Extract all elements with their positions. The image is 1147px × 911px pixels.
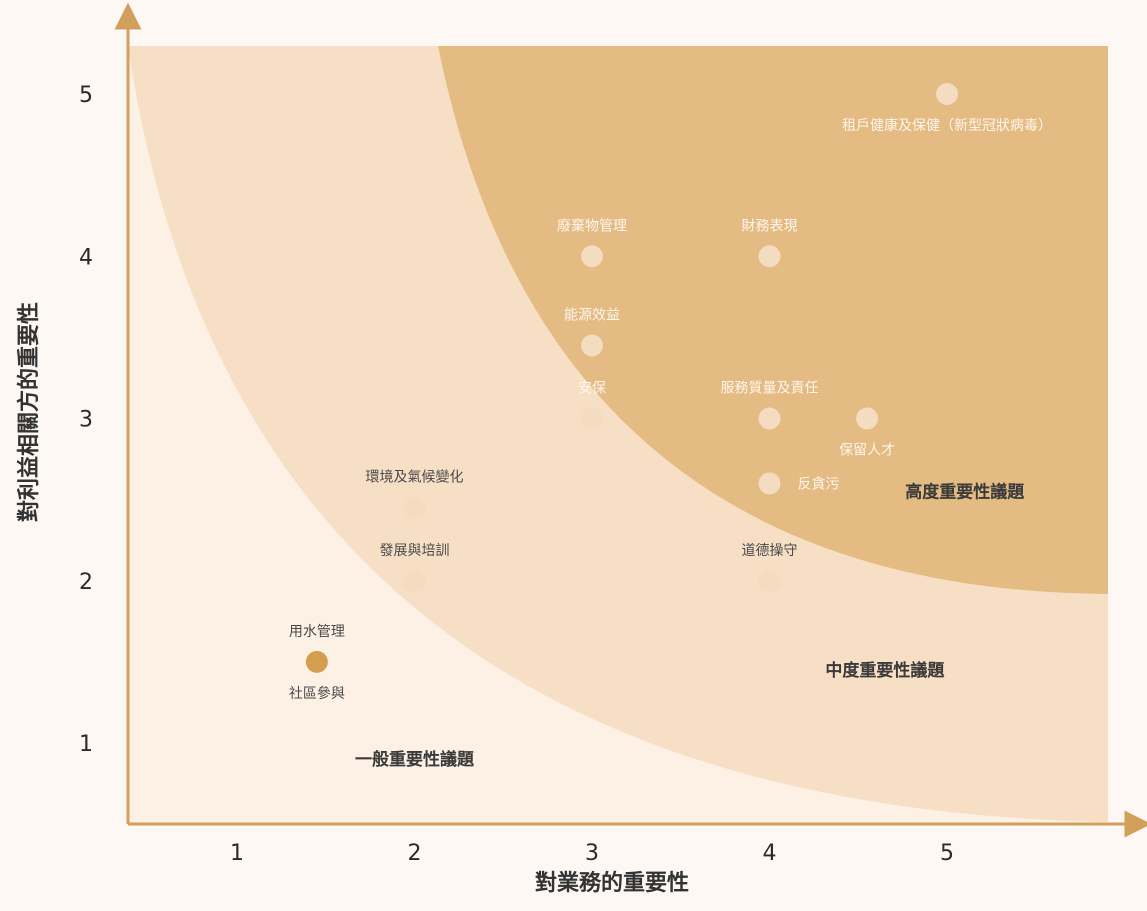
y-tick-label: 4 [79,245,93,270]
data-point-marker [581,245,603,268]
data-point-marker [856,407,879,430]
data-point-label: 財務表現 [742,218,798,234]
data-point: 道德操守 [742,543,798,592]
y-tick-label: 3 [79,408,93,433]
data-point: 廢棄物管理 [557,217,627,268]
y-tick-labels: 1 2 3 4 5 [79,83,93,757]
data-point: 社區參與 [289,686,345,702]
data-point-label: 廢棄物管理 [557,217,627,234]
data-point-label: 能源效益 [564,307,620,323]
data-point: 發展與培訓 [380,543,450,592]
data-point-label: 道德操守 [742,543,798,559]
data-point: 環境及氣候變化 [366,470,464,519]
data-point-label: 服務質量及責任 [721,381,819,397]
data-point: 保留人才 [839,407,895,459]
data-point: 用水管理 [289,624,345,673]
data-point-label: 用水管理 [289,624,345,640]
data-point-marker [305,650,328,673]
data-point-label: 保留人才 [839,443,895,459]
data-point-marker [758,472,781,495]
data-point: 租戶健康及保健（新型冠狀病毒） [842,83,1052,134]
data-point-label: 安保 [578,381,606,397]
data-point-marker [758,407,781,430]
axes [114,2,1147,838]
data-point-marker [758,569,781,592]
x-tick-labels: 1 2 3 4 5 [230,841,954,866]
data-point-marker [936,83,958,105]
x-tick-label: 1 [230,841,244,866]
data-point: 能源效益 [564,307,620,357]
x-axis-title: 對業務的重要性 [535,870,689,896]
zone-label-medium: 中度重要性議題 [825,660,945,681]
x-tick-label: 2 [408,841,422,866]
y-tick-label: 5 [79,83,93,108]
zone-label-high: 高度重要性議題 [905,482,1025,503]
y-tick-label: 1 [79,732,93,757]
data-point: 安保 [578,381,606,430]
zone-labels: 一般重要性議題 中度重要性議題 高度重要性議題 [355,482,1025,771]
zone-layer [128,46,1108,824]
data-point-label: 反貪污 [798,475,840,492]
zone-label-low: 一般重要性議題 [355,749,475,770]
data-point: 反貪污 [758,472,840,495]
data-point: 服務質量及責任 [721,381,819,430]
data-point-marker [758,245,781,268]
data-point-marker [581,334,603,357]
data-point-label: 租戶健康及保健（新型冠狀病毒） [842,117,1052,134]
zone-high-area [438,46,1108,594]
y-tick-label: 2 [79,570,93,595]
data-point-marker [581,407,603,430]
data-point-label: 環境及氣候變化 [366,470,464,486]
x-tick-label: 4 [763,841,777,866]
x-tick-label: 3 [585,841,599,866]
data-point-label: 社區參與 [289,686,345,702]
data-point-label: 發展與培訓 [380,543,450,559]
y-axis-title: 對利益相關方的重要性 [16,302,42,522]
data-point: 財務表現 [742,218,798,268]
data-point-marker [403,569,426,592]
x-tick-label: 5 [940,841,954,866]
data-point-marker [403,496,426,519]
